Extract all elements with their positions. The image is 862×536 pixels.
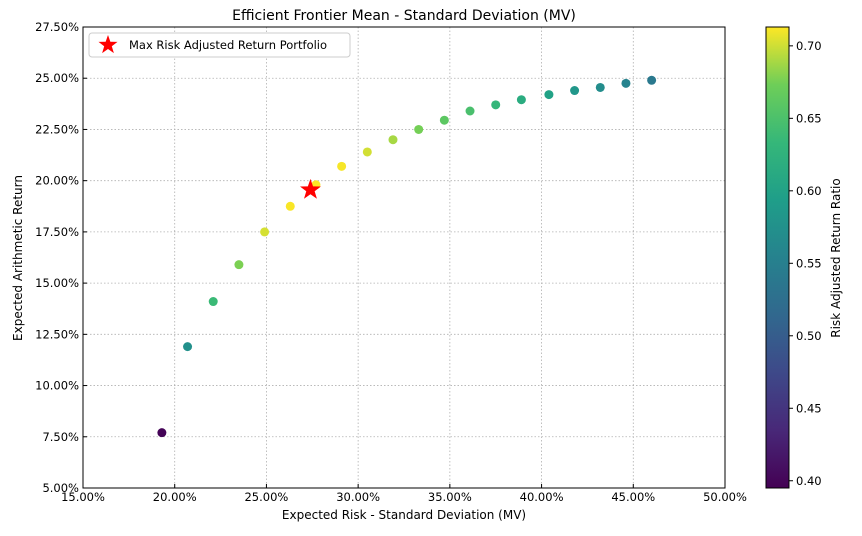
grid bbox=[82, 26, 726, 489]
data-point bbox=[208, 297, 218, 307]
plot-area bbox=[82, 26, 726, 489]
colorbar-tick-label: 0.45 bbox=[796, 401, 822, 415]
y-tick-label: 15.00% bbox=[35, 276, 79, 290]
legend-star-icon bbox=[98, 35, 118, 54]
max-portfolio-star bbox=[299, 178, 321, 199]
data-point bbox=[595, 82, 605, 92]
data-point bbox=[516, 95, 526, 105]
data-point bbox=[388, 135, 398, 145]
colorbar-gradient bbox=[765, 26, 790, 489]
data-point bbox=[234, 260, 244, 270]
x-axis-ticks: 15.00% 20.00% 25.00% 30.00% 35.00% 40.00% 45.0… bbox=[61, 484, 747, 504]
max-portfolio-marker bbox=[299, 178, 321, 199]
x-axis-label: Expected Risk - Standard Deviation (MV) bbox=[282, 508, 526, 522]
x-tick-label: 35.00% bbox=[428, 490, 472, 504]
colorbar-tick-label: 0.65 bbox=[796, 111, 822, 125]
colorbar-tick-label: 0.70 bbox=[796, 39, 822, 53]
data-point bbox=[439, 115, 449, 125]
x-tick-label: 40.00% bbox=[520, 490, 564, 504]
data-point bbox=[362, 147, 372, 157]
legend-star-shape bbox=[98, 35, 118, 54]
legend: Max Risk Adjusted Return Portfolio bbox=[88, 32, 351, 58]
data-point bbox=[491, 100, 501, 110]
legend-box bbox=[88, 32, 351, 58]
y-tick-label: 22.50% bbox=[35, 122, 79, 136]
y-axis-label: Expected Arithmetic Return bbox=[11, 175, 25, 341]
data-point bbox=[544, 90, 554, 100]
data-point bbox=[183, 342, 193, 352]
data-point bbox=[260, 227, 270, 237]
data-point bbox=[570, 86, 580, 96]
x-tick-label: 25.00% bbox=[244, 490, 288, 504]
data-points bbox=[157, 75, 657, 438]
data-point bbox=[621, 78, 631, 88]
y-tick-label: 12.50% bbox=[35, 327, 79, 341]
y-tick-label: 27.50% bbox=[35, 20, 79, 34]
x-tick-label: 45.00% bbox=[611, 490, 655, 504]
data-point bbox=[465, 106, 475, 116]
data-point bbox=[157, 428, 167, 438]
colorbar-label: Risk Adjusted Return Ratio bbox=[829, 178, 843, 337]
data-point bbox=[285, 201, 295, 211]
y-axis-ticks: 5.00% 7.50% 10.00% 12.50% 15.00% 17.50% 20.00%… bbox=[35, 20, 87, 495]
data-point bbox=[414, 124, 424, 134]
colorbar: 0.40 0.45 0.50 0.55 0.60 0.65 0.70 Risk Adjust… bbox=[765, 26, 843, 489]
data-point bbox=[337, 161, 347, 171]
y-tick-label: 5.00% bbox=[42, 481, 79, 495]
y-tick-label: 25.00% bbox=[35, 71, 79, 85]
colorbar-tick-label: 0.40 bbox=[796, 474, 822, 488]
y-tick-label: 7.50% bbox=[42, 430, 79, 444]
colorbar-ticks: 0.40 0.45 0.50 0.55 0.60 0.65 0.70 bbox=[789, 39, 822, 488]
colorbar-tick-label: 0.55 bbox=[796, 256, 822, 270]
y-tick-label: 10.00% bbox=[35, 379, 79, 393]
colorbar-tick-label: 0.60 bbox=[796, 184, 822, 198]
chart-title: Efficient Frontier Mean - Standard Devia… bbox=[232, 8, 576, 24]
y-tick-label: 17.50% bbox=[35, 225, 79, 239]
x-tick-label: 20.00% bbox=[153, 490, 197, 504]
x-tick-label: 15.00% bbox=[61, 490, 105, 504]
x-tick-label: 30.00% bbox=[336, 490, 380, 504]
x-tick-label: 50.00% bbox=[703, 490, 747, 504]
data-point bbox=[647, 75, 657, 85]
colorbar-tick-label: 0.50 bbox=[796, 329, 822, 343]
legend-label: Max Risk Adjusted Return Portfolio bbox=[129, 38, 327, 52]
y-tick-label: 20.00% bbox=[35, 174, 79, 188]
